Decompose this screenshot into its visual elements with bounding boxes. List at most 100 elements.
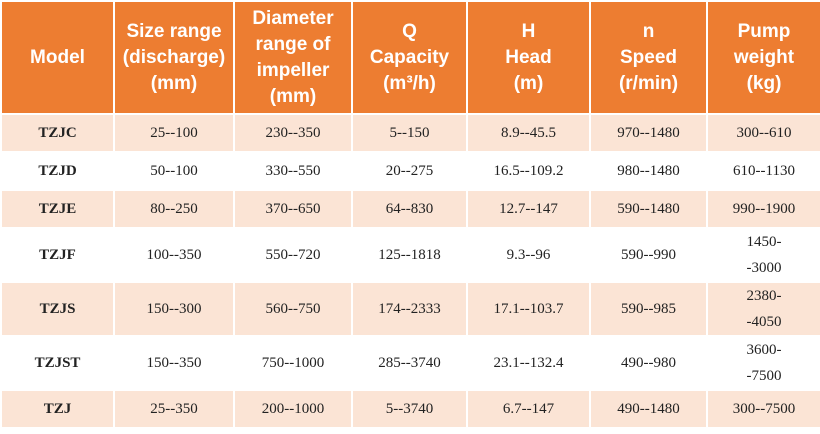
model-cell: TZJE bbox=[0, 189, 115, 229]
value-cell: 610--1130 bbox=[706, 151, 820, 191]
cell-text: 590--990 bbox=[621, 247, 676, 263]
model-cell: TZJC bbox=[0, 113, 115, 153]
cell-text: 100--350 bbox=[146, 247, 202, 263]
header-line: range of bbox=[255, 33, 331, 55]
header-cell: Model bbox=[0, 0, 115, 115]
table-row: TZJC 25--100 230--350 5--150 8.9--45.5 970--1… bbox=[0, 113, 820, 153]
value-cell: 560--750 bbox=[233, 281, 353, 337]
value-cell: 370--650 bbox=[233, 189, 353, 229]
cell-text: 150--350 bbox=[146, 355, 202, 371]
value-cell: 125--1818 bbox=[351, 227, 468, 283]
cell-text: 750--1000 bbox=[261, 355, 325, 371]
cell-text: 300--610 bbox=[736, 125, 792, 141]
cell-text: 16.5--109.2 bbox=[493, 163, 564, 179]
cell-text: TZJD bbox=[38, 163, 77, 179]
value-cell: 150--350 bbox=[113, 335, 235, 391]
cell-text: 25--350 bbox=[150, 401, 198, 417]
value-cell: 17.1--103.7 bbox=[466, 281, 591, 337]
header-line: Model bbox=[30, 46, 85, 68]
header-cell: Size range (discharge) (mm) bbox=[113, 0, 235, 115]
cell-text: TZJST bbox=[34, 355, 81, 371]
value-cell: 980--1480 bbox=[589, 151, 708, 191]
cell-text: 370--650 bbox=[265, 201, 321, 217]
cell-text: 990--1900 bbox=[732, 201, 796, 217]
model-cell: TZJST bbox=[0, 335, 115, 391]
header-line: H bbox=[521, 20, 536, 42]
cell-text: 300--7500 bbox=[732, 401, 796, 417]
cell-text: 50--100 bbox=[150, 163, 198, 179]
value-cell: 750--1000 bbox=[233, 335, 353, 391]
header-line: (mm) bbox=[150, 72, 198, 94]
cell-text: TZJF bbox=[39, 247, 76, 263]
cell-text: 285--3740 bbox=[378, 355, 441, 371]
value-cell: 300--7500 bbox=[706, 389, 820, 429]
header-line: impeller bbox=[256, 59, 330, 81]
value-cell: 330--550 bbox=[233, 151, 353, 191]
cell-text: 2380--4050 bbox=[746, 288, 782, 330]
header-cell: Diameter range of impeller (mm) bbox=[233, 0, 353, 115]
cell-text: 5--3740 bbox=[385, 401, 434, 417]
cell-text: 125--1818 bbox=[378, 247, 441, 263]
cell-text: 9.3--96 bbox=[506, 247, 551, 263]
cell-text: 1450--3000 bbox=[746, 234, 782, 276]
value-cell: 285--3740 bbox=[351, 335, 468, 391]
cell-text: TZJE bbox=[38, 201, 77, 217]
cell-text: 20--275 bbox=[385, 163, 434, 179]
header-line: n bbox=[642, 20, 655, 42]
cell-text: 610--1130 bbox=[733, 163, 795, 179]
cell-text: 5--150 bbox=[389, 125, 430, 141]
header-line: weight bbox=[733, 46, 795, 68]
header-line: (mm) bbox=[269, 85, 317, 107]
value-cell: 20--275 bbox=[351, 151, 468, 191]
header-cell: H Head (m) bbox=[466, 0, 591, 115]
header-line: Capacity bbox=[369, 46, 450, 68]
cell-text: 80--250 bbox=[150, 201, 198, 217]
value-cell: 100--350 bbox=[113, 227, 235, 283]
header-line: (m) bbox=[513, 72, 544, 94]
header-line: Head bbox=[505, 46, 552, 68]
cell-text: 3600--7500 bbox=[746, 342, 782, 384]
header-row: Model Size range (discharge) (mm) Diameter ra… bbox=[0, 0, 820, 115]
model-cell: TZJ bbox=[0, 389, 115, 429]
cell-text: 200--1000 bbox=[261, 401, 325, 417]
cell-text: 970--1480 bbox=[617, 125, 680, 141]
cell-text: TZJC bbox=[38, 125, 77, 141]
value-cell: 23.1--132.4 bbox=[466, 335, 591, 391]
cell-text: 590--985 bbox=[621, 301, 676, 317]
model-cell: TZJD bbox=[0, 151, 115, 191]
header-line: Pump bbox=[737, 20, 791, 42]
cell-text: 490--1480 bbox=[617, 401, 680, 417]
value-cell: 16.5--109.2 bbox=[466, 151, 591, 191]
model-cell: TZJF bbox=[0, 227, 115, 283]
cell-text: TZJS bbox=[39, 301, 76, 317]
model-cell: TZJS bbox=[0, 281, 115, 337]
cell-text: 150--300 bbox=[146, 301, 202, 317]
value-cell: 150--300 bbox=[113, 281, 235, 337]
value-cell: 64--830 bbox=[351, 189, 468, 229]
value-cell: 6.7--147 bbox=[466, 389, 591, 429]
value-cell: 590--990 bbox=[589, 227, 708, 283]
value-cell: 550--720 bbox=[233, 227, 353, 283]
value-cell: 990--1900 bbox=[706, 189, 820, 229]
cell-text: 590--1480 bbox=[617, 201, 680, 217]
value-cell: 200--1000 bbox=[233, 389, 353, 429]
header-cell: Q Capacity (m³/h) bbox=[351, 0, 468, 115]
value-cell: 25--100 bbox=[113, 113, 235, 153]
table-row: TZJ 25--350 200--1000 5--3740 6.7--147 490--1… bbox=[0, 389, 820, 429]
value-cell: 300--610 bbox=[706, 113, 820, 153]
cell-text: 8.9--45.5 bbox=[501, 125, 556, 141]
table-row: TZJS 150--300 560--750 174--2333 17.1--103.7… bbox=[0, 281, 820, 337]
table-row: TZJD 50--100 330--550 20--275 16.5--109.2 980… bbox=[0, 151, 820, 191]
value-cell: 3600--7500 bbox=[706, 335, 820, 391]
cell-text: 550--720 bbox=[265, 247, 321, 263]
cell-text: 490--980 bbox=[621, 355, 676, 371]
table-row: TZJST 150--350 750--1000 285--3740 23.1--132… bbox=[0, 335, 820, 391]
header-line: Q bbox=[402, 20, 417, 42]
cell-text: 64--830 bbox=[385, 201, 434, 217]
header-line: Diameter bbox=[252, 7, 334, 29]
cell-text: TZJ bbox=[43, 401, 72, 417]
value-cell: 970--1480 bbox=[589, 113, 708, 153]
value-cell: 590--1480 bbox=[589, 189, 708, 229]
